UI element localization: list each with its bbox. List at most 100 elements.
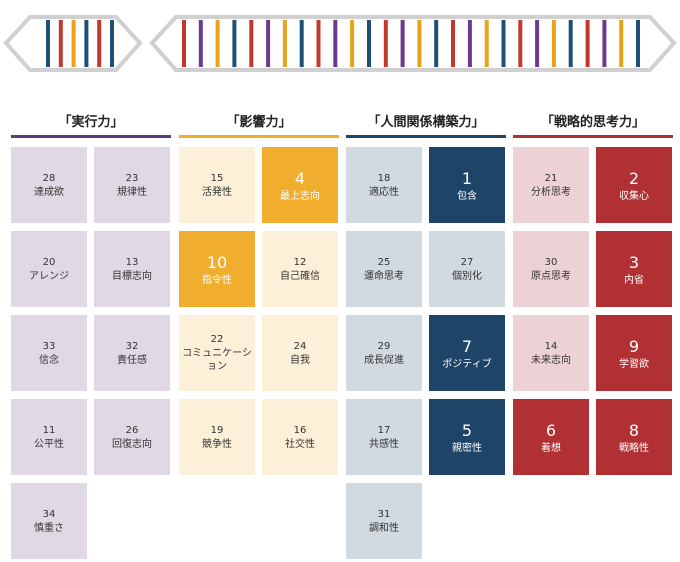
theme-tile: 29 成長促進 (346, 315, 422, 391)
theme-name: 競争性 (202, 438, 232, 450)
domain-title: 「戦略的思考力」 (513, 113, 673, 138)
domain-title: 「実行力」 (11, 113, 171, 138)
strand-right-stripe (636, 20, 640, 67)
strand-right-stripe (367, 20, 371, 67)
theme-name: 着想 (541, 442, 561, 454)
theme-name: 共感性 (369, 438, 399, 450)
theme-name: ポジティブ (442, 358, 492, 370)
theme-name: 内省 (624, 274, 644, 286)
theme-tile: 21 分析思考 (513, 147, 589, 223)
theme-tile: 30 原点思考 (513, 231, 589, 307)
theme-tile: 27 個別化 (429, 231, 505, 307)
strand-left-stripe (46, 20, 50, 67)
strand-left-stripe (110, 20, 114, 67)
theme-name: コミュニケーション (182, 348, 252, 372)
strand-right-stripe (333, 20, 338, 67)
top-theme-tile: 10 指令性 (179, 231, 255, 307)
theme-tile: 15 活発性 (179, 147, 255, 223)
theme-rank: 32 (125, 340, 139, 352)
theme-rank: 22 (210, 334, 224, 345)
theme-tile: 34 慎重さ (11, 483, 87, 559)
theme-name: 指令性 (202, 274, 232, 286)
theme-name: 自己確信 (280, 270, 320, 282)
strand-right-stripe (551, 20, 556, 67)
theme-tile: 31 調和性 (346, 483, 422, 559)
theme-rank: 11 (42, 424, 56, 436)
strand-right-stripe (350, 20, 355, 67)
theme-name: 成長促進 (364, 354, 404, 366)
theme-rank: 17 (377, 424, 391, 436)
theme-tile: 28 達成欲 (11, 147, 87, 223)
theme-rank: 23 (125, 172, 139, 184)
theme-tile: 11 公平性 (11, 399, 87, 475)
theme-rank: 9 (628, 336, 640, 356)
strand-right-stripe (535, 20, 540, 67)
top-theme-tile: 7 ポジティブ (429, 315, 505, 391)
theme-name: 個別化 (452, 270, 482, 282)
theme-rank: 24 (293, 340, 307, 352)
theme-name: アレンジ (29, 270, 69, 282)
domain-column: 「実行力」 28 達成欲 23 規律性 20 アレンジ 13 目標志向 33 信念 32 責任感 11 公平… (11, 113, 171, 559)
strand-right-stripe (417, 20, 422, 67)
strand-right-stripe (182, 20, 186, 67)
theme-rank: 27 (460, 256, 474, 268)
top-theme-tile: 3 内省 (596, 231, 672, 307)
theme-tile: 23 規律性 (94, 147, 170, 223)
strand-right-stripe (249, 20, 254, 67)
theme-name: 慎重さ (34, 522, 64, 534)
theme-name: 分析思考 (531, 186, 571, 198)
theme-name: 自我 (290, 354, 310, 366)
theme-tile: 20 アレンジ (11, 231, 87, 307)
strand-right-stripe (518, 20, 523, 67)
theme-rank: 28 (42, 172, 56, 184)
theme-rank: 7 (461, 336, 473, 356)
theme-name: 目標志向 (112, 270, 152, 282)
top-theme-tile: 4 最上志向 (262, 147, 338, 223)
theme-name: 活発性 (202, 186, 232, 198)
strand-right-stripe (299, 20, 304, 67)
theme-rank: 20 (42, 256, 56, 268)
theme-rank: 14 (544, 340, 558, 352)
theme-rank: 16 (293, 424, 307, 436)
theme-tile: 32 責任感 (94, 315, 170, 391)
theme-rank: 31 (377, 508, 391, 520)
theme-rank: 6 (545, 420, 557, 440)
top-theme-tile: 6 着想 (513, 399, 589, 475)
theme-name: 達成欲 (34, 186, 64, 198)
theme-name: 親密性 (452, 442, 482, 454)
strand-right-stripe (568, 20, 573, 67)
theme-name: 収集心 (619, 190, 649, 202)
theme-tile: 33 信念 (11, 315, 87, 391)
strand-right-stripe (451, 20, 455, 67)
theme-tile: 13 目標志向 (94, 231, 170, 307)
theme-tile: 14 未来志向 (513, 315, 589, 391)
theme-rank: 10 (206, 252, 228, 272)
theme-name: 未来志向 (531, 354, 571, 366)
strand-right-stripe (602, 20, 607, 67)
strand-right-stripe (215, 20, 220, 67)
theme-name: 運命思考 (364, 270, 404, 282)
domain-column: 「影響力」 15 活発性 4 最上志向 10 指令性 12 自己確信 22 コミュニケーション 24 自… (179, 113, 339, 475)
strand-right-stripe (232, 20, 237, 67)
strand-left-stripe (71, 20, 76, 67)
strand-right-stripe (316, 20, 321, 67)
theme-rank: 19 (210, 424, 224, 436)
domain-column: 「人間関係構築力」 18 適応性 1 包含 25 運命思考 27 個別化 29 成長促進 7 ポジティブ… (346, 113, 506, 559)
theme-name: 調和性 (369, 522, 399, 534)
top-theme-tile: 5 親密性 (429, 399, 505, 475)
strand-right-stripe (434, 20, 439, 67)
theme-name: 原点思考 (531, 270, 571, 282)
theme-name: 回復志向 (112, 438, 152, 450)
theme-name: 公平性 (34, 438, 64, 450)
strand-left-stripe (58, 20, 63, 67)
theme-tile: 26 回復志向 (94, 399, 170, 475)
theme-rank: 29 (377, 340, 391, 352)
theme-rank: 25 (377, 256, 391, 268)
strand-right-stripe (467, 20, 472, 67)
domain-title: 「人間関係構築力」 (346, 113, 506, 138)
theme-name: 包含 (457, 190, 477, 202)
theme-name: 戦略性 (619, 442, 649, 454)
theme-rank: 30 (544, 256, 558, 268)
strand-right-stripe (585, 20, 590, 67)
theme-rank: 33 (42, 340, 56, 352)
